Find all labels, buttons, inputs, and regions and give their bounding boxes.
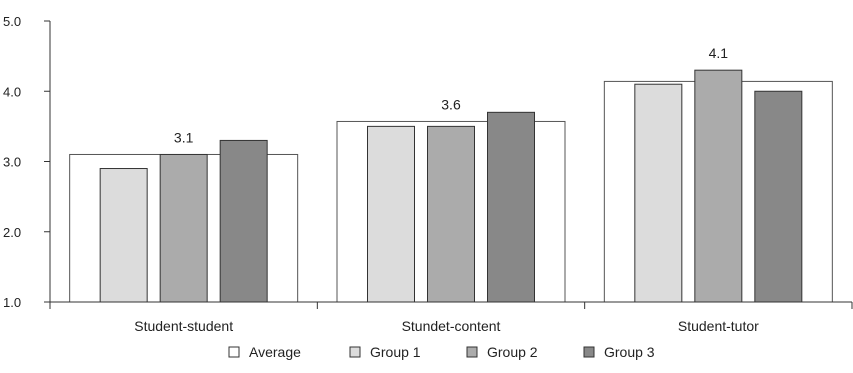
- category-label-3: Student-tutor: [678, 318, 759, 334]
- category-label-1: Student-student: [134, 318, 233, 334]
- bar-group-1-3: [634, 83, 683, 303]
- y-tick-label-2: 2.0: [3, 225, 21, 240]
- data-label-2: 3.6: [441, 96, 461, 112]
- bar-group-2-2: [427, 125, 475, 303]
- bar-group-3-1: [219, 139, 268, 303]
- bar-group-1-1: [99, 168, 148, 303]
- y-tick-label-3: 3.0: [3, 155, 21, 170]
- legend-swatch-average: [228, 346, 240, 358]
- bars-layer: [69, 69, 833, 303]
- legend-label-group-2: Group 2: [487, 344, 538, 360]
- legend-label-group-1: Group 1: [370, 344, 421, 360]
- data-label-3: 4.1: [709, 45, 729, 61]
- bar-group-2-1: [159, 153, 208, 303]
- bar-group-2-3: [694, 69, 743, 303]
- legend-swatch-group-3: [583, 346, 595, 358]
- y-tick-label-1: 1.0: [3, 295, 21, 310]
- data-label-1: 3.1: [174, 129, 194, 145]
- axes: [44, 20, 853, 309]
- bar-group-3-2: [487, 111, 535, 303]
- category-label-2: Stundet-content: [402, 318, 501, 334]
- bar-group-1-2: [367, 125, 415, 303]
- legend-label-average: Average: [249, 344, 301, 360]
- legend: Average Group 1 Group 2 Group 3: [228, 344, 655, 360]
- legend-swatch-group-1: [349, 346, 361, 358]
- legend-swatch-group-2: [466, 346, 478, 358]
- labels-layer: 3.1 Student-student 3.6 Stundet-content 4.1 S…: [3, 14, 759, 334]
- bar-group-3-3: [754, 90, 803, 303]
- legend-label-group-3: Group 3: [604, 344, 655, 360]
- y-tick-label-5: 5.0: [3, 14, 21, 29]
- y-tick-label-4: 4.0: [3, 84, 21, 99]
